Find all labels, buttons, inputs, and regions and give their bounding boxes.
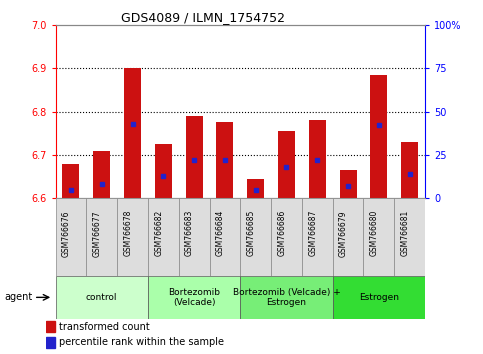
Bar	[93, 150, 110, 198]
Bar	[271, 198, 302, 276]
Text: GSM766685: GSM766685	[247, 210, 256, 257]
Bar	[216, 122, 233, 198]
Bar	[302, 198, 333, 276]
Bar	[185, 116, 202, 198]
Bar	[148, 276, 241, 319]
Text: agent: agent	[5, 292, 33, 302]
Text: GSM766684: GSM766684	[216, 210, 225, 257]
Bar	[155, 144, 172, 198]
Bar	[394, 198, 425, 276]
Text: percentile rank within the sample: percentile rank within the sample	[59, 337, 224, 348]
Bar	[56, 198, 86, 276]
Bar	[401, 142, 418, 198]
Bar	[46, 321, 55, 332]
Bar	[46, 337, 55, 348]
Bar	[124, 68, 141, 198]
Bar	[240, 276, 333, 319]
Text: GSM766686: GSM766686	[277, 210, 286, 257]
Bar	[86, 198, 117, 276]
Text: Bortezomib (Velcade) +
Estrogen: Bortezomib (Velcade) + Estrogen	[233, 288, 341, 307]
Bar	[340, 170, 356, 198]
Text: GSM766679: GSM766679	[339, 210, 348, 257]
Text: GSM766681: GSM766681	[400, 210, 410, 256]
Text: GSM766682: GSM766682	[154, 210, 163, 256]
Bar	[278, 131, 295, 198]
Text: GSM766677: GSM766677	[93, 210, 102, 257]
Bar	[148, 198, 179, 276]
Text: transformed count: transformed count	[59, 321, 150, 332]
Bar	[333, 198, 364, 276]
Bar	[364, 198, 394, 276]
Bar	[62, 164, 79, 198]
Bar	[240, 198, 271, 276]
Bar	[370, 75, 387, 198]
Bar	[56, 276, 148, 319]
Bar	[117, 198, 148, 276]
Text: control: control	[86, 293, 117, 302]
Text: GDS4089 / ILMN_1754752: GDS4089 / ILMN_1754752	[121, 11, 285, 24]
Text: Bortezomib
(Velcade): Bortezomib (Velcade)	[168, 288, 220, 307]
Text: GSM766687: GSM766687	[308, 210, 317, 257]
Bar	[309, 120, 326, 198]
Text: GSM766678: GSM766678	[124, 210, 132, 257]
Bar	[210, 198, 240, 276]
Bar	[247, 179, 264, 198]
Text: GSM766683: GSM766683	[185, 210, 194, 257]
Text: GSM766680: GSM766680	[370, 210, 379, 257]
Bar	[333, 276, 425, 319]
Bar	[179, 198, 210, 276]
Text: Estrogen: Estrogen	[359, 293, 399, 302]
Text: GSM766676: GSM766676	[62, 210, 71, 257]
